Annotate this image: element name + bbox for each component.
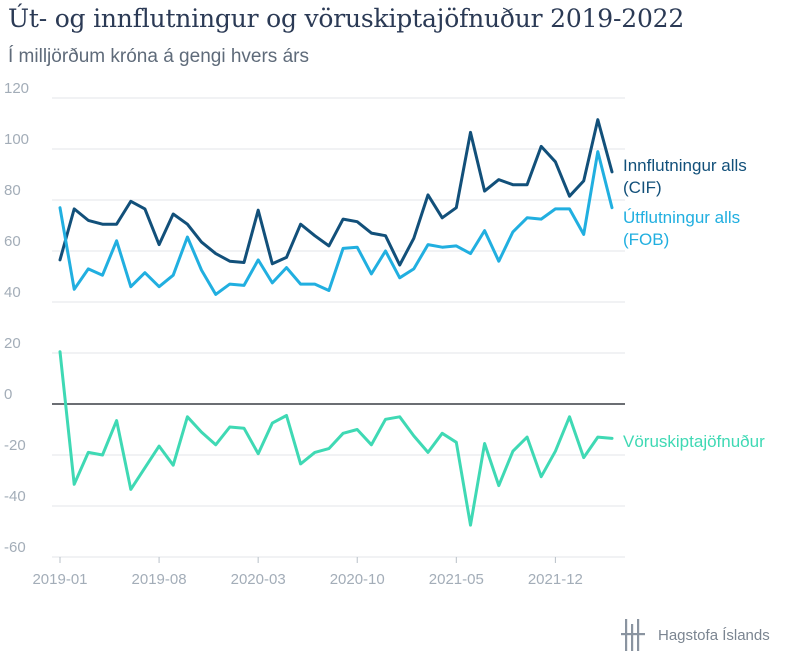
series-line (58, 118, 614, 267)
hagstofa-logo-icon (621, 619, 645, 651)
y-tick-label: 0 (4, 386, 12, 403)
y-tick-label: 40 (4, 284, 21, 301)
brand-logo: Hagstofa Íslands (620, 618, 770, 652)
y-tick-label: 120 (4, 80, 29, 97)
chart-title: Út- og innflutningur og vöruskiptajöfnuð… (8, 4, 685, 33)
y-tick-label: -60 (4, 539, 26, 556)
y-axis-ticks: 120 100 80 60 40 20 0 -20 -40 -60 (4, 80, 29, 556)
series-line (58, 350, 614, 527)
series-line (58, 150, 614, 296)
y-tick-label: 60 (4, 233, 21, 250)
series-label: Vöruskiptajöfnuður (623, 432, 765, 451)
series-label: Útflutningur alls (623, 208, 740, 227)
x-tick-label: 2021-05 (429, 571, 484, 588)
y-tick-label: 80 (4, 182, 21, 199)
x-tick-label: 2020-10 (330, 571, 385, 588)
y-tick-label: -40 (4, 488, 26, 505)
x-tick-label: 2019-01 (32, 571, 87, 588)
x-tick-label: 2019-08 (132, 571, 187, 588)
series-label: (CIF) (623, 178, 662, 197)
gridlines (52, 97, 625, 558)
brand-name: Hagstofa Íslands (658, 626, 770, 644)
x-axis-ticks: 2019-01 2019-08 2020-03 2020-10 2021-05 2021-… (32, 557, 583, 588)
series-lines (58, 118, 614, 527)
y-tick-label: -20 (4, 437, 26, 454)
chart-subtitle: Í milljörðum króna á gengi hvers árs (8, 46, 309, 67)
x-tick-label: 2020-03 (231, 571, 286, 588)
series-label: Innflutningur alls (623, 156, 747, 175)
y-tick-label: 100 (4, 131, 29, 148)
x-tick-label: 2021-12 (528, 571, 583, 588)
series-label: (FOB) (623, 230, 669, 249)
series-labels: Innflutningur alls (CIF) Útflutningur alls… (623, 156, 765, 451)
y-tick-label: 20 (4, 335, 21, 352)
